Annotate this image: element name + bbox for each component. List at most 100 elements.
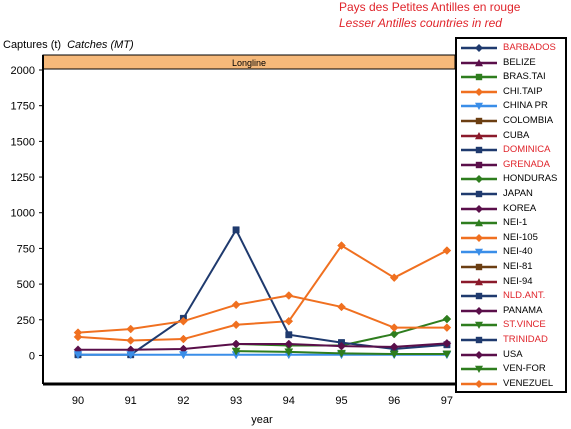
legend-label-belize: BELIZE bbox=[503, 56, 536, 68]
legend: BARBADOS BELIZE BRAS.TAI CHI.TAIP CHINA PR CO… bbox=[455, 37, 567, 393]
data-point-chi-taip bbox=[179, 334, 188, 344]
y-tick-label: 750 bbox=[17, 243, 35, 255]
x-tick-label: 93 bbox=[230, 395, 242, 407]
y-tick-label: 1250 bbox=[11, 172, 35, 184]
data-point-honduras bbox=[442, 314, 452, 324]
legend-label-st-vince: ST.VINCE bbox=[503, 319, 546, 331]
data-point-nei-105 bbox=[442, 323, 452, 332]
data-point-nei-105 bbox=[179, 316, 188, 326]
y-axis-label: Captures (t) Catches (MT) bbox=[3, 39, 134, 51]
legend-item-colombia: COLOMBIA bbox=[457, 114, 567, 129]
legend-marker-nei-105 bbox=[461, 233, 497, 242]
x-tick-label: 90 bbox=[72, 395, 84, 407]
x-tick-label: 94 bbox=[283, 395, 295, 407]
x-tick-label: 91 bbox=[125, 395, 137, 407]
legend-marker-cuba bbox=[461, 131, 497, 139]
data-point-nei-105 bbox=[231, 300, 241, 310]
legend-marker-nei-40 bbox=[461, 249, 497, 257]
data-point-chi-taip bbox=[442, 246, 452, 255]
data-point-st-vince bbox=[284, 348, 294, 357]
legend-label-nld-ant: NLD.ANT. bbox=[503, 290, 546, 302]
series-line-nei-105 bbox=[77, 294, 447, 334]
y-tick-label: 1750 bbox=[11, 101, 35, 113]
note-french: Pays des Petites Antilles en rouge bbox=[339, 0, 521, 14]
data-point-nei-105 bbox=[73, 328, 83, 337]
data-point-honduras bbox=[389, 329, 399, 339]
legend-label-barbados: BARBADOS bbox=[503, 42, 556, 53]
data-point-nei-40 bbox=[73, 351, 83, 360]
data-point-korea bbox=[284, 339, 294, 349]
legend-item-belize: BELIZE bbox=[457, 56, 567, 71]
y-axis-label-en: Catches (MT) bbox=[67, 39, 134, 51]
legend-label-bras-tai: BRAS.TAI bbox=[503, 71, 546, 83]
chart-title: Longline bbox=[232, 58, 266, 68]
series-line-chi-taip bbox=[77, 244, 448, 342]
legend-marker-grenada bbox=[461, 161, 497, 168]
data-point-st-vince bbox=[389, 350, 399, 359]
data-point-japan bbox=[232, 226, 240, 234]
legend-label-nei-81: NEI-81 bbox=[503, 261, 533, 272]
legend-item-nei-40: NEI-40 bbox=[457, 245, 567, 260]
legend-label-japan: JAPAN bbox=[503, 188, 533, 199]
legend-item-japan: JAPAN bbox=[457, 187, 567, 202]
legend-marker-japan bbox=[461, 190, 497, 198]
data-point-chi-taip bbox=[337, 241, 346, 250]
legend-item-st-vince: ST.VINCE bbox=[457, 318, 567, 333]
data-point-nei-105 bbox=[337, 302, 346, 312]
x-axis-label: year bbox=[251, 414, 273, 426]
legend-label-venezuel: VENEZUEL bbox=[503, 377, 554, 389]
legend-label-china-pr: CHINA PR bbox=[503, 100, 548, 112]
data-point-chi-taip bbox=[231, 320, 241, 330]
legend-item-chi-taip: CHI.TAIP bbox=[457, 85, 567, 100]
legend-item-nei-81: NEI-81 bbox=[457, 260, 567, 275]
x-tick-label: 92 bbox=[177, 395, 189, 407]
y-tick-label: 250 bbox=[17, 315, 35, 327]
legend-marker-st-vince bbox=[461, 322, 497, 330]
legend-item-dominica: DOMINICA bbox=[457, 143, 567, 158]
legend-label-panama: PANAMA bbox=[503, 304, 543, 316]
legend-item-cuba: CUBA bbox=[457, 129, 567, 144]
legend-marker-trinidad bbox=[461, 336, 497, 344]
legend-marker-honduras bbox=[461, 175, 497, 184]
legend-label-cuba: CUBA bbox=[503, 129, 530, 141]
legend-label-colombia: COLOMBIA bbox=[503, 115, 554, 126]
data-point-nei-105 bbox=[126, 324, 136, 334]
legend-item-usa: USA bbox=[457, 348, 567, 363]
data-point-japan bbox=[285, 331, 293, 339]
legend-marker-chi-taip bbox=[461, 87, 497, 96]
legend-label-usa: USA bbox=[503, 348, 523, 360]
legend-item-venezuel: VENEZUEL bbox=[457, 377, 567, 392]
data-point-st-vince bbox=[231, 347, 241, 356]
legend-marker-barbados bbox=[461, 44, 497, 52]
data-point-nei-40 bbox=[126, 351, 136, 360]
legend-item-panama: PANAMA bbox=[457, 304, 567, 319]
data-point-nei-105 bbox=[389, 323, 399, 332]
legend-marker-nei-1 bbox=[461, 219, 497, 227]
legend-marker-panama bbox=[461, 306, 497, 315]
legend-label-korea: KOREA bbox=[503, 202, 537, 214]
y-tick-label: 2000 bbox=[11, 65, 35, 77]
x-tick-label: 96 bbox=[388, 395, 400, 407]
data-point-chi-taip bbox=[126, 336, 136, 345]
series-line-korea bbox=[78, 342, 447, 351]
note-english: Lesser Antilles countries in red bbox=[339, 16, 502, 30]
y-tick-label: 0 bbox=[29, 350, 35, 362]
legend-label-dominica: DOMINICA bbox=[503, 144, 551, 156]
legend-item-barbados: BARBADOS bbox=[457, 41, 567, 56]
legend-item-bras-tai: BRAS.TAI bbox=[457, 70, 567, 85]
legend-marker-belize bbox=[461, 58, 497, 66]
data-point-nei-40 bbox=[178, 351, 188, 360]
legend-item-grenada: GRENADA bbox=[457, 158, 567, 173]
legend-marker-nld-ant bbox=[461, 292, 497, 300]
x-tick-label: 95 bbox=[335, 395, 347, 407]
legend-item-nei-1: NEI-1 bbox=[457, 216, 567, 231]
legend-label-nei-40: NEI-40 bbox=[503, 246, 533, 258]
legend-marker-korea bbox=[461, 204, 497, 213]
data-point-korea bbox=[442, 338, 452, 348]
y-tick-label: 1500 bbox=[11, 136, 35, 148]
y-tick-label: 1000 bbox=[11, 208, 35, 220]
data-point-st-vince bbox=[337, 349, 346, 358]
legend-marker-venezuel bbox=[461, 379, 497, 388]
legend-item-china-pr: CHINA PR bbox=[457, 99, 567, 114]
